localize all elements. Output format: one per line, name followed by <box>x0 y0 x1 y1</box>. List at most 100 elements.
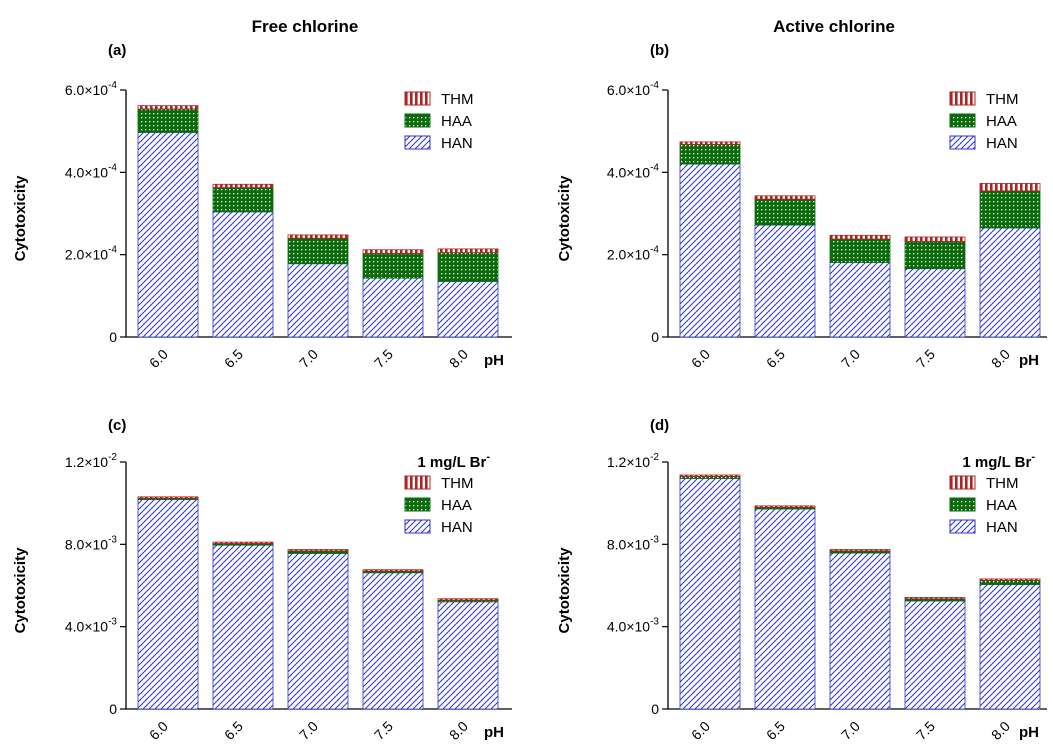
bar-haa <box>829 238 891 263</box>
x-axis-label: pH <box>1019 724 1039 741</box>
panel-label: (a) <box>108 42 126 59</box>
x-tick-label: 7.5 <box>913 718 938 743</box>
bar-thm <box>679 474 741 477</box>
bar-thm <box>362 249 424 254</box>
bar-haa <box>362 253 424 279</box>
y-tick-label: 6.0×10-4 <box>65 80 118 98</box>
bar-han <box>979 227 1041 338</box>
legend-label-thm: THM <box>986 91 1019 108</box>
bar-thm <box>979 578 1041 581</box>
x-tick-label: 8.0 <box>988 346 1013 371</box>
bar-haa <box>287 237 349 265</box>
bar-thm <box>754 195 816 200</box>
legend-label-thm: THM <box>441 475 474 492</box>
chart-panel-1: (a) Cytotoxicity 0 2.0×10-4 4.0×10-4 6.0×10-4… <box>12 42 512 371</box>
y-tick-label: 1.2×10-2 <box>65 452 118 470</box>
bar-thm <box>362 569 424 572</box>
x-tick-label: 6.5 <box>763 346 788 371</box>
x-tick-label: 8.0 <box>446 718 471 743</box>
bar-thm <box>829 549 891 552</box>
x-tick-label: 7.0 <box>296 718 321 743</box>
legend-label-han: HAN <box>441 135 473 152</box>
y-tick-label: 4.0×10-3 <box>65 617 118 635</box>
legend-label-thm: THM <box>441 91 474 108</box>
legend: THM HAA HAN <box>404 475 474 536</box>
x-tick-label: 6.5 <box>221 346 246 371</box>
bar-han <box>904 600 966 710</box>
legend: THM HAA HAN <box>949 475 1019 536</box>
column-title-free-chlorine: Free chlorine <box>252 17 359 36</box>
bar-han <box>137 132 199 338</box>
y-axis-label: Cytotoxicity <box>12 175 29 262</box>
bar-haa <box>137 108 199 133</box>
y-tick-label: 0 <box>651 329 659 345</box>
legend-swatch-haa <box>949 113 976 128</box>
legend-label-han: HAN <box>441 519 473 536</box>
y-tick-label: 4.0×10-3 <box>607 617 660 635</box>
x-tick-label: 7.0 <box>838 718 863 743</box>
y-tick-label: 0 <box>109 701 117 717</box>
legend-swatch-thm <box>949 475 976 490</box>
y-tick-label: 4.0×10-4 <box>65 162 118 180</box>
bar-haa <box>437 252 499 282</box>
y-tick-label: 0 <box>651 701 659 717</box>
bar-thm <box>437 248 499 254</box>
bar-haa <box>979 579 1041 585</box>
bromide-note: 1 mg/L Br- <box>417 451 490 471</box>
bar-han <box>679 163 741 338</box>
x-axis-label: pH <box>484 352 504 369</box>
y-tick-label: 2.0×10-4 <box>607 245 660 263</box>
bar-han <box>362 277 424 338</box>
x-tick-label: 7.5 <box>371 718 396 743</box>
bar-haa <box>979 190 1041 229</box>
bar-haa <box>212 187 274 213</box>
bar-thm <box>829 234 891 240</box>
chart-panel-2: (b) Cytotoxicity 0 2.0×10-4 4.0×10-4 6.0×10-4… <box>556 42 1047 371</box>
y-axis-label: Cytotoxicity <box>556 547 573 634</box>
bar-thm <box>979 183 1041 192</box>
y-tick-label: 8.0×10-3 <box>607 534 660 552</box>
bar-thm <box>287 549 349 552</box>
x-tick-label: 7.5 <box>371 346 396 371</box>
x-tick-label: 6.0 <box>146 718 171 743</box>
panel-label: (d) <box>650 417 669 434</box>
legend-label-haa: HAA <box>986 497 1017 514</box>
y-tick-label: 6.0×10-4 <box>607 80 660 98</box>
panel-label: (c) <box>108 417 126 434</box>
bar-thm <box>679 141 741 145</box>
bar-han <box>679 478 741 710</box>
legend-label-han: HAN <box>986 519 1018 536</box>
bar-haa <box>904 241 966 270</box>
bar-thm <box>287 234 349 239</box>
legend-swatch-haa <box>404 497 431 512</box>
chart-panel-3: (c) Cytotoxicity 0 4.0×10-3 8.0×10-3 1.2×10-2… <box>12 417 512 743</box>
legend: THM HAA HAN <box>404 91 474 152</box>
x-tick-label: 8.0 <box>446 346 471 371</box>
x-axis-label: pH <box>1019 352 1039 369</box>
bar-thm <box>904 236 966 242</box>
bar-thm <box>437 598 499 601</box>
bar-haa <box>754 198 816 226</box>
bar-thm <box>754 505 816 508</box>
y-tick-label: 0 <box>109 329 117 345</box>
bar-han <box>904 268 966 338</box>
y-axis-label: Cytotoxicity <box>12 547 29 634</box>
legend-label-haa: HAA <box>441 497 472 514</box>
legend-swatch-thm <box>949 91 976 106</box>
legend-swatch-han <box>404 135 431 150</box>
legend-swatch-haa <box>949 497 976 512</box>
x-tick-label: 6.5 <box>221 718 246 743</box>
bar-han <box>287 552 349 710</box>
x-tick-label: 7.0 <box>838 346 863 371</box>
y-tick-label: 2.0×10-4 <box>65 245 118 263</box>
legend-swatch-han <box>949 135 976 150</box>
bar-han <box>754 224 816 338</box>
y-axis-label: Cytotoxicity <box>556 175 573 262</box>
legend-swatch-han <box>949 519 976 534</box>
bar-han <box>137 499 199 710</box>
bar-haa <box>679 143 741 165</box>
x-tick-label: 6.0 <box>688 346 713 371</box>
bar-han <box>437 601 499 710</box>
x-axis-label: pH <box>484 724 504 741</box>
